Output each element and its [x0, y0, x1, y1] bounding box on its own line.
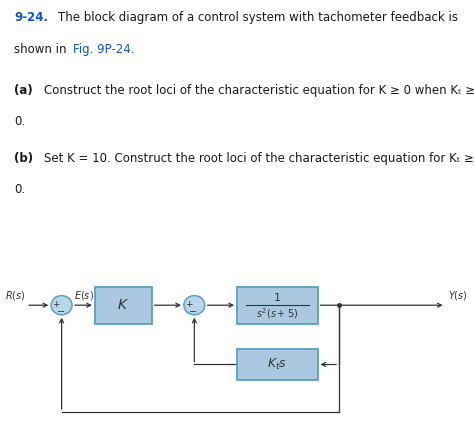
Text: 0.: 0.	[14, 184, 25, 197]
Text: −: −	[56, 307, 64, 317]
Text: +: +	[52, 300, 60, 309]
Text: $s^2(s+5)$: $s^2(s+5)$	[256, 307, 299, 321]
Text: $E(s)$: $E(s)$	[74, 289, 94, 302]
Circle shape	[184, 296, 205, 315]
Text: Fig. 9P-24.: Fig. 9P-24.	[73, 43, 135, 56]
Circle shape	[51, 296, 72, 315]
Text: $1$: $1$	[273, 291, 281, 303]
Text: 9-24.: 9-24.	[14, 11, 48, 24]
Text: shown in: shown in	[14, 43, 71, 56]
Text: +: +	[185, 300, 192, 309]
Text: $R(s)$: $R(s)$	[5, 289, 25, 302]
Text: $Y(s)$: $Y(s)$	[448, 289, 468, 302]
Text: $K$: $K$	[117, 298, 129, 312]
Text: $K_t s$: $K_t s$	[267, 357, 287, 372]
FancyBboxPatch shape	[95, 287, 152, 324]
Text: Set K = 10. Construct the root loci of the characteristic equation for Kₜ ≥: Set K = 10. Construct the root loci of t…	[44, 152, 474, 165]
FancyBboxPatch shape	[237, 287, 318, 324]
Text: Construct the root loci of the characteristic equation for K ≥ 0 when Kₜ ≥: Construct the root loci of the character…	[44, 84, 474, 97]
Text: −: −	[189, 307, 197, 317]
Text: The block diagram of a control system with tachometer feedback is: The block diagram of a control system wi…	[58, 11, 458, 24]
Text: (b): (b)	[14, 152, 33, 165]
Text: 0.: 0.	[14, 116, 25, 129]
FancyBboxPatch shape	[237, 349, 318, 380]
Text: (a): (a)	[14, 84, 33, 97]
